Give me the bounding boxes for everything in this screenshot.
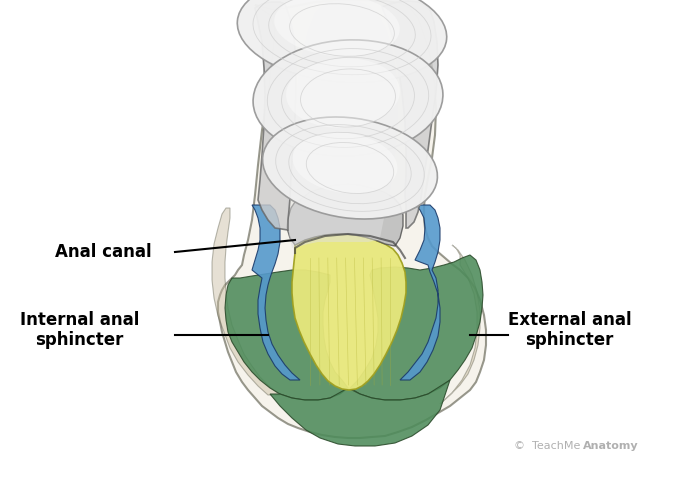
Polygon shape bbox=[287, 184, 403, 246]
Polygon shape bbox=[287, 0, 398, 248]
Polygon shape bbox=[382, 1, 438, 228]
Text: Anal canal: Anal canal bbox=[55, 243, 152, 261]
Ellipse shape bbox=[253, 40, 443, 156]
Text: ©  TeachMe: © TeachMe bbox=[514, 442, 581, 451]
Polygon shape bbox=[270, 380, 450, 446]
Ellipse shape bbox=[263, 117, 438, 219]
Polygon shape bbox=[218, 0, 486, 438]
Polygon shape bbox=[440, 245, 480, 404]
Polygon shape bbox=[350, 255, 483, 400]
Ellipse shape bbox=[274, 0, 400, 57]
Polygon shape bbox=[212, 208, 280, 395]
Ellipse shape bbox=[286, 58, 400, 128]
Polygon shape bbox=[292, 234, 406, 390]
Text: Internal anal
sphincter: Internal anal sphincter bbox=[20, 311, 139, 349]
Ellipse shape bbox=[237, 0, 447, 83]
Text: Anatomy: Anatomy bbox=[582, 442, 638, 451]
Polygon shape bbox=[252, 205, 300, 380]
Polygon shape bbox=[400, 205, 440, 380]
Polygon shape bbox=[255, 2, 296, 230]
Ellipse shape bbox=[292, 132, 397, 193]
Polygon shape bbox=[225, 270, 348, 400]
Text: External anal
sphincter: External anal sphincter bbox=[508, 311, 632, 349]
